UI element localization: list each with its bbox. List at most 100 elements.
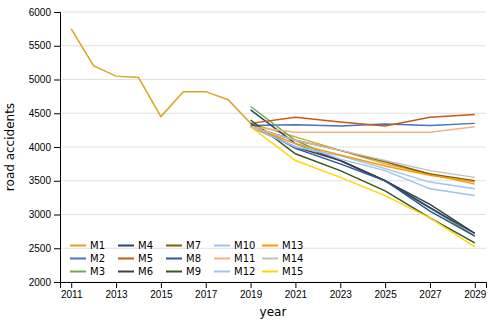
legend-item: M7	[166, 240, 201, 251]
y-tick-label: 4000	[29, 142, 52, 153]
y-tick-mark	[54, 113, 60, 114]
legend-item: M14	[262, 253, 303, 264]
legend-item: M1	[70, 240, 105, 251]
x-tick: 2025	[374, 282, 397, 300]
x-tick: 2015	[150, 282, 173, 300]
chart: 2011 2013 2015 2017 2019 2021 2023 2025 2027 2029…	[0, 0, 500, 322]
x-tick-mark	[251, 282, 252, 288]
y-tick: 4000	[29, 142, 60, 153]
x-tick-mark	[295, 282, 296, 288]
legend-swatch	[118, 258, 134, 260]
y-axis: 200025003000350040004500500055006000	[29, 7, 61, 288]
series-line	[251, 127, 475, 189]
grid	[60, 12, 486, 282]
series-line	[251, 127, 475, 132]
y-tick: 2500	[29, 243, 60, 254]
x-tick-mark	[71, 282, 72, 288]
legend-label: M8	[186, 253, 201, 264]
series-line	[251, 115, 475, 126]
y-tick-label: 2500	[29, 243, 52, 254]
series-line	[251, 127, 475, 247]
x-tick: 2019	[240, 282, 263, 300]
x-tick: 2021	[285, 282, 308, 300]
legend-item: M15	[262, 266, 303, 277]
x-tick: 2023	[330, 282, 353, 300]
legend-item: M4	[118, 240, 153, 251]
legend-item: M9	[166, 266, 201, 277]
legend-swatch	[166, 271, 182, 273]
x-tick: 2027	[419, 282, 442, 300]
legend-item: M6	[118, 266, 153, 277]
legend-swatch	[166, 245, 182, 247]
series-line	[251, 123, 475, 236]
legend-label: M3	[90, 266, 105, 277]
legend-item: M11	[214, 253, 255, 264]
y-tick-mark	[54, 12, 60, 13]
legend-label: M15	[282, 266, 303, 277]
legend-item: M8	[166, 253, 201, 264]
legend-label: M9	[186, 266, 201, 277]
x-tick: 2011	[61, 282, 83, 300]
y-tick-label: 4500	[29, 108, 52, 119]
legend-swatch	[70, 271, 86, 273]
y-tick-mark	[54, 181, 60, 182]
x-tick-label: 2017	[195, 289, 218, 300]
y-axis-title: road accidents	[3, 103, 17, 191]
legend-item: M2	[70, 253, 105, 264]
legend-swatch	[214, 245, 230, 247]
legend-swatch	[70, 258, 86, 260]
y-tick-label: 5000	[29, 74, 52, 85]
y-tick-label: 2000	[29, 277, 52, 288]
y-tick-label: 3000	[29, 209, 52, 220]
legend-label: M11	[234, 253, 255, 264]
legend-label: M7	[186, 240, 201, 251]
x-tick-label: 2027	[419, 289, 442, 300]
legend-label: M1	[90, 240, 105, 251]
x-axis-title: year	[260, 305, 287, 319]
legend-item: M13	[262, 240, 303, 251]
legend-item: M12	[214, 266, 255, 277]
y-tick: 4500	[29, 108, 60, 119]
legend-item: M5	[118, 253, 153, 264]
legend-label: M2	[90, 253, 105, 264]
x-tick-mark	[430, 282, 431, 288]
x-axis-line	[61, 283, 487, 289]
legend: M1M2M3M4M5M6M7M8M9M10M11M12M13M14M15	[70, 240, 303, 277]
x-tick-label: 2015	[150, 289, 173, 300]
x-axis: 2011 2013 2015 2017 2019 2021 2023 2025 2027 2029	[61, 282, 487, 300]
y-tick: 5000	[29, 74, 60, 85]
x-tick: 2013	[105, 282, 128, 300]
grid-line	[60, 45, 486, 46]
series-line	[71, 29, 475, 184]
y-tick: 5500	[29, 40, 60, 51]
legend-label: M14	[282, 253, 303, 264]
legend-label: M13	[282, 240, 303, 251]
series-line	[251, 127, 475, 196]
x-tick-label: 2011	[61, 289, 83, 300]
legend-label: M12	[234, 266, 255, 277]
legend-swatch	[214, 271, 230, 273]
y-tick-label: 6000	[29, 7, 52, 18]
grid-line	[60, 113, 486, 114]
x-tick-label: 2019	[240, 289, 263, 300]
lines	[71, 29, 475, 247]
legend-label: M6	[138, 266, 153, 277]
x-tick-mark	[206, 282, 207, 288]
x-tick-label: 2029	[464, 289, 487, 300]
x-tick-mark	[475, 282, 476, 288]
grid-line	[60, 79, 486, 80]
y-tick: 6000	[29, 7, 60, 18]
y-tick-mark	[54, 215, 60, 216]
legend-swatch	[262, 271, 278, 273]
y-tick-mark	[54, 147, 60, 148]
legend-item: M3	[70, 266, 105, 277]
x-tick: 2029	[464, 282, 487, 300]
x-tick-mark	[385, 282, 386, 288]
y-tick: 2000	[29, 277, 60, 288]
y-tick: 3000	[29, 209, 60, 220]
y-tick-mark	[54, 282, 60, 283]
x-tick-label: 2021	[285, 289, 308, 300]
legend-swatch	[214, 258, 230, 260]
grid-line	[60, 12, 486, 13]
legend-swatch	[262, 258, 278, 260]
